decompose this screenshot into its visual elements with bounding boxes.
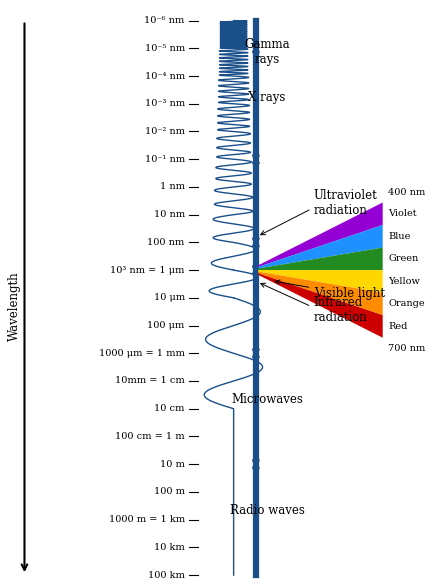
Text: 100 m: 100 m xyxy=(154,487,185,496)
Text: 1000 m = 1 km: 1000 m = 1 km xyxy=(109,515,185,524)
Text: 100 cm = 1 m: 100 cm = 1 m xyxy=(115,432,185,441)
Text: 10⁻³ nm: 10⁻³ nm xyxy=(145,99,185,108)
Text: 10 m: 10 m xyxy=(160,460,185,469)
Text: 10 μm: 10 μm xyxy=(154,293,185,302)
Text: 10³ nm = 1 μm: 10³ nm = 1 μm xyxy=(110,266,185,275)
Polygon shape xyxy=(258,272,383,315)
Text: 10 km: 10 km xyxy=(154,543,185,552)
Text: 10⁻⁴ nm: 10⁻⁴ nm xyxy=(145,72,185,81)
Text: 1000 μm = 1 mm: 1000 μm = 1 mm xyxy=(99,349,185,358)
Text: Ultraviolet
radiation: Ultraviolet radiation xyxy=(314,189,377,217)
Text: 10⁻⁶ nm: 10⁻⁶ nm xyxy=(145,16,185,25)
Text: 100 μm: 100 μm xyxy=(147,321,185,330)
Text: Microwaves: Microwaves xyxy=(231,393,303,406)
Text: 10⁻⁵ nm: 10⁻⁵ nm xyxy=(145,44,185,53)
Text: X rays: X rays xyxy=(248,91,286,105)
Text: 10 cm: 10 cm xyxy=(154,404,185,413)
Text: Wavelength: Wavelength xyxy=(8,271,21,340)
Text: 700 nm: 700 nm xyxy=(388,343,425,353)
Polygon shape xyxy=(258,248,383,270)
Text: Blue: Blue xyxy=(388,232,410,241)
Text: Gamma
rays: Gamma rays xyxy=(244,38,290,66)
Text: Radio waves: Radio waves xyxy=(230,505,304,517)
Text: Yellow: Yellow xyxy=(388,277,420,286)
Polygon shape xyxy=(258,273,383,338)
Polygon shape xyxy=(258,225,383,269)
Text: 10 nm: 10 nm xyxy=(154,210,185,219)
Text: 1 nm: 1 nm xyxy=(160,182,185,192)
Text: 100 nm: 100 nm xyxy=(147,238,185,247)
Text: Violet: Violet xyxy=(388,209,417,218)
Text: 100 km: 100 km xyxy=(148,570,185,580)
Text: 400 nm: 400 nm xyxy=(388,188,425,196)
Text: Infrared
radiation: Infrared radiation xyxy=(314,296,368,323)
Text: Visible light: Visible light xyxy=(314,287,385,300)
Polygon shape xyxy=(258,202,383,267)
Polygon shape xyxy=(258,270,383,293)
Text: 10⁻¹ nm: 10⁻¹ nm xyxy=(145,155,185,163)
Text: Red: Red xyxy=(388,322,408,331)
Text: Green: Green xyxy=(388,255,418,263)
Text: 10⁻² nm: 10⁻² nm xyxy=(145,127,185,136)
Text: Orange: Orange xyxy=(388,299,425,309)
Text: 10mm = 1 cm: 10mm = 1 cm xyxy=(115,376,185,386)
